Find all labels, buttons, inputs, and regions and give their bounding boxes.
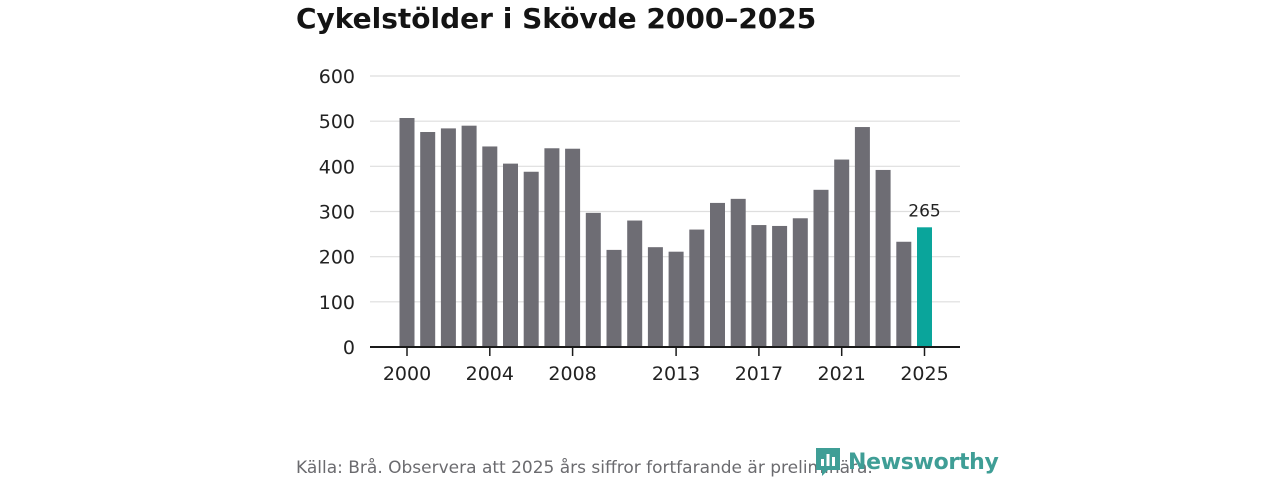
bar-2018	[772, 225, 788, 347]
data-label-highlight: 265	[908, 201, 940, 221]
bar-2012	[647, 247, 663, 347]
x-tick-label: 2017	[735, 363, 783, 385]
x-tick-label: 2008	[548, 363, 596, 385]
x-tick-label: 2004	[466, 363, 514, 385]
bar-2000	[399, 118, 415, 347]
x-tick-label: 2013	[652, 363, 700, 385]
bar-2019	[792, 218, 808, 347]
bar-2011	[627, 220, 643, 347]
x-tick-label: 2000	[383, 363, 431, 385]
y-axis-ticks: 0 100 200 300 400 500 600	[319, 66, 355, 359]
bar-2023	[875, 169, 891, 347]
source-note: Källa: Brå. Observera att 2025 års siffr…	[296, 458, 873, 478]
chart-title: Cykelstölder i Skövde 2000–2025	[296, 2, 817, 35]
logo-text: Newsworthy	[848, 449, 999, 475]
bar-2020	[813, 189, 829, 347]
bar-2015	[710, 202, 725, 347]
bar-2014	[689, 229, 705, 347]
x-tick-label: 2021	[818, 363, 866, 385]
y-tick-label: 100	[319, 292, 355, 314]
x-tick-label: 2025	[900, 363, 948, 385]
y-tick-label: 300	[319, 202, 355, 224]
bar-2004	[482, 146, 498, 347]
bar-2024	[896, 241, 912, 347]
y-tick-label: 500	[319, 111, 355, 133]
y-tick-label: 600	[319, 66, 355, 88]
bar-2002	[440, 128, 456, 347]
bar-2022	[854, 127, 870, 347]
bar-2013	[668, 251, 684, 347]
newsworthy-logo[interactable]: Newsworthy	[814, 446, 999, 478]
bar-2008	[565, 148, 581, 347]
bar-2016	[730, 198, 746, 347]
bar-2017	[751, 225, 767, 347]
bar-2009	[585, 212, 601, 347]
y-tick-label: 200	[319, 247, 355, 269]
bar-2021	[834, 159, 850, 347]
x-axis-ticks: 2000 2004 2008 2013 2017 2021 2025	[383, 347, 949, 385]
bar-2001	[420, 132, 436, 347]
bar-2006	[523, 171, 539, 347]
grid-lines	[370, 75, 960, 303]
data-labels: 265	[908, 201, 940, 221]
bar-chart: 0 100 200 300 400 500 600 2000 2004 2008 2013 2017…	[319, 66, 960, 385]
bar-2003	[461, 125, 477, 347]
bar-2010	[606, 249, 622, 347]
bar-2007	[544, 148, 560, 347]
bar-2025	[917, 227, 932, 347]
y-tick-label: 400	[319, 156, 355, 178]
y-tick-label: 0	[343, 337, 355, 359]
bar-2005	[503, 163, 518, 347]
bars	[399, 118, 932, 347]
newsworthy-logo-icon	[816, 448, 840, 476]
